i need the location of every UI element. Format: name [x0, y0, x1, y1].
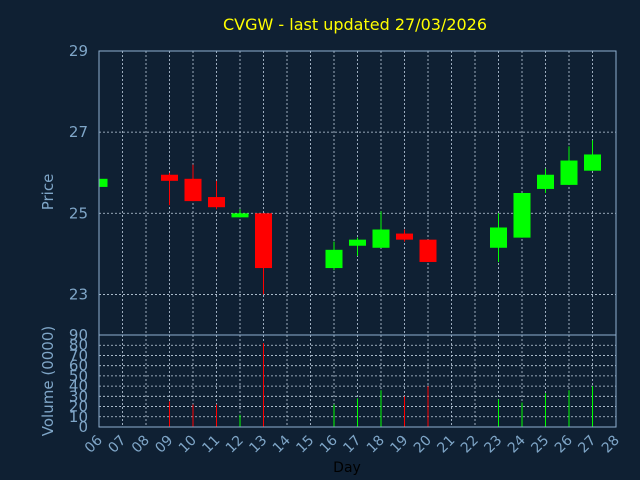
volume-panel-frame [98, 334, 617, 428]
volume-tick-label: 0 [78, 418, 88, 436]
candle-body [208, 197, 225, 208]
volume-tick-label: 90 [69, 326, 88, 344]
volume-bars [169, 343, 593, 427]
candle-body [255, 213, 272, 269]
candle-body [560, 160, 578, 185]
candle-body [490, 227, 507, 248]
chart-title: CVGW - last updated 27/03/2026 [223, 15, 487, 34]
volume-tick-label: 20 [69, 398, 88, 416]
x-tick-label: 07 [105, 433, 129, 457]
x-tick-label: 15 [293, 433, 317, 457]
candle-body [231, 213, 249, 218]
candles [98, 140, 601, 295]
x-tick-label: 25 [528, 433, 552, 457]
x-tick-label: 22 [458, 433, 482, 457]
candle-body [184, 178, 202, 202]
price-tick-label: 27 [69, 123, 88, 141]
x-tick-label: 18 [364, 433, 388, 457]
x-tick-label: 23 [481, 433, 505, 457]
candle-body [513, 193, 531, 238]
x-tick-label: 10 [176, 433, 200, 457]
volume-axis-label: Volume (0000) [39, 326, 57, 436]
candle-body [349, 239, 366, 246]
candle-body [419, 239, 437, 262]
volume-tick-label: 50 [69, 367, 88, 385]
price-axis-label: Price [39, 174, 57, 211]
candle-body [99, 178, 108, 187]
x-tick-label: 19 [387, 433, 411, 457]
x-tick-label: 09 [152, 433, 176, 457]
x-tick-label: 06 [82, 432, 106, 456]
candle-body [325, 249, 343, 269]
volume-tick-label: 40 [69, 377, 88, 395]
candle-body [372, 229, 390, 248]
x-tick-label: 21 [434, 433, 458, 457]
price-tick-labels: 23 25 27 29 [69, 42, 88, 303]
x-tick-label: 14 [270, 432, 294, 456]
candle-body [537, 174, 554, 189]
volume-tick-label: 10 [69, 408, 88, 426]
candle-body [396, 233, 413, 240]
x-tick-label: 26 [552, 432, 576, 456]
x-tick-label: 27 [575, 433, 599, 457]
volume-tick-label: 70 [69, 346, 88, 364]
x-axis-label: Day [333, 460, 361, 476]
price-grid [98, 50, 617, 335]
x-tick-label: 17 [340, 433, 364, 457]
x-tick-label: 08 [129, 433, 153, 457]
x-tick-label: 12 [223, 433, 247, 457]
volume-tick-label: 80 [69, 336, 88, 354]
candle-body [584, 154, 601, 171]
volume-tick-label: 30 [69, 387, 88, 405]
volume-tick-label: 60 [69, 357, 88, 375]
x-tick-label: 11 [199, 433, 223, 457]
x-tick-label: 20 [411, 433, 435, 457]
x-tick-labels: 06 07 08 09 10 11 12 13 14 15 16 17 18 19 20 21 22 23 24 25… [82, 432, 623, 456]
x-tick-label: 24 [505, 432, 529, 456]
price-tick-label: 29 [69, 42, 88, 60]
price-tick-label: 23 [69, 285, 88, 303]
candle-body [161, 174, 178, 181]
price-tick-label: 25 [69, 204, 88, 222]
x-tick-label: 28 [599, 433, 623, 457]
x-tick-label: 13 [246, 433, 270, 457]
x-tick-label: 16 [317, 432, 341, 456]
